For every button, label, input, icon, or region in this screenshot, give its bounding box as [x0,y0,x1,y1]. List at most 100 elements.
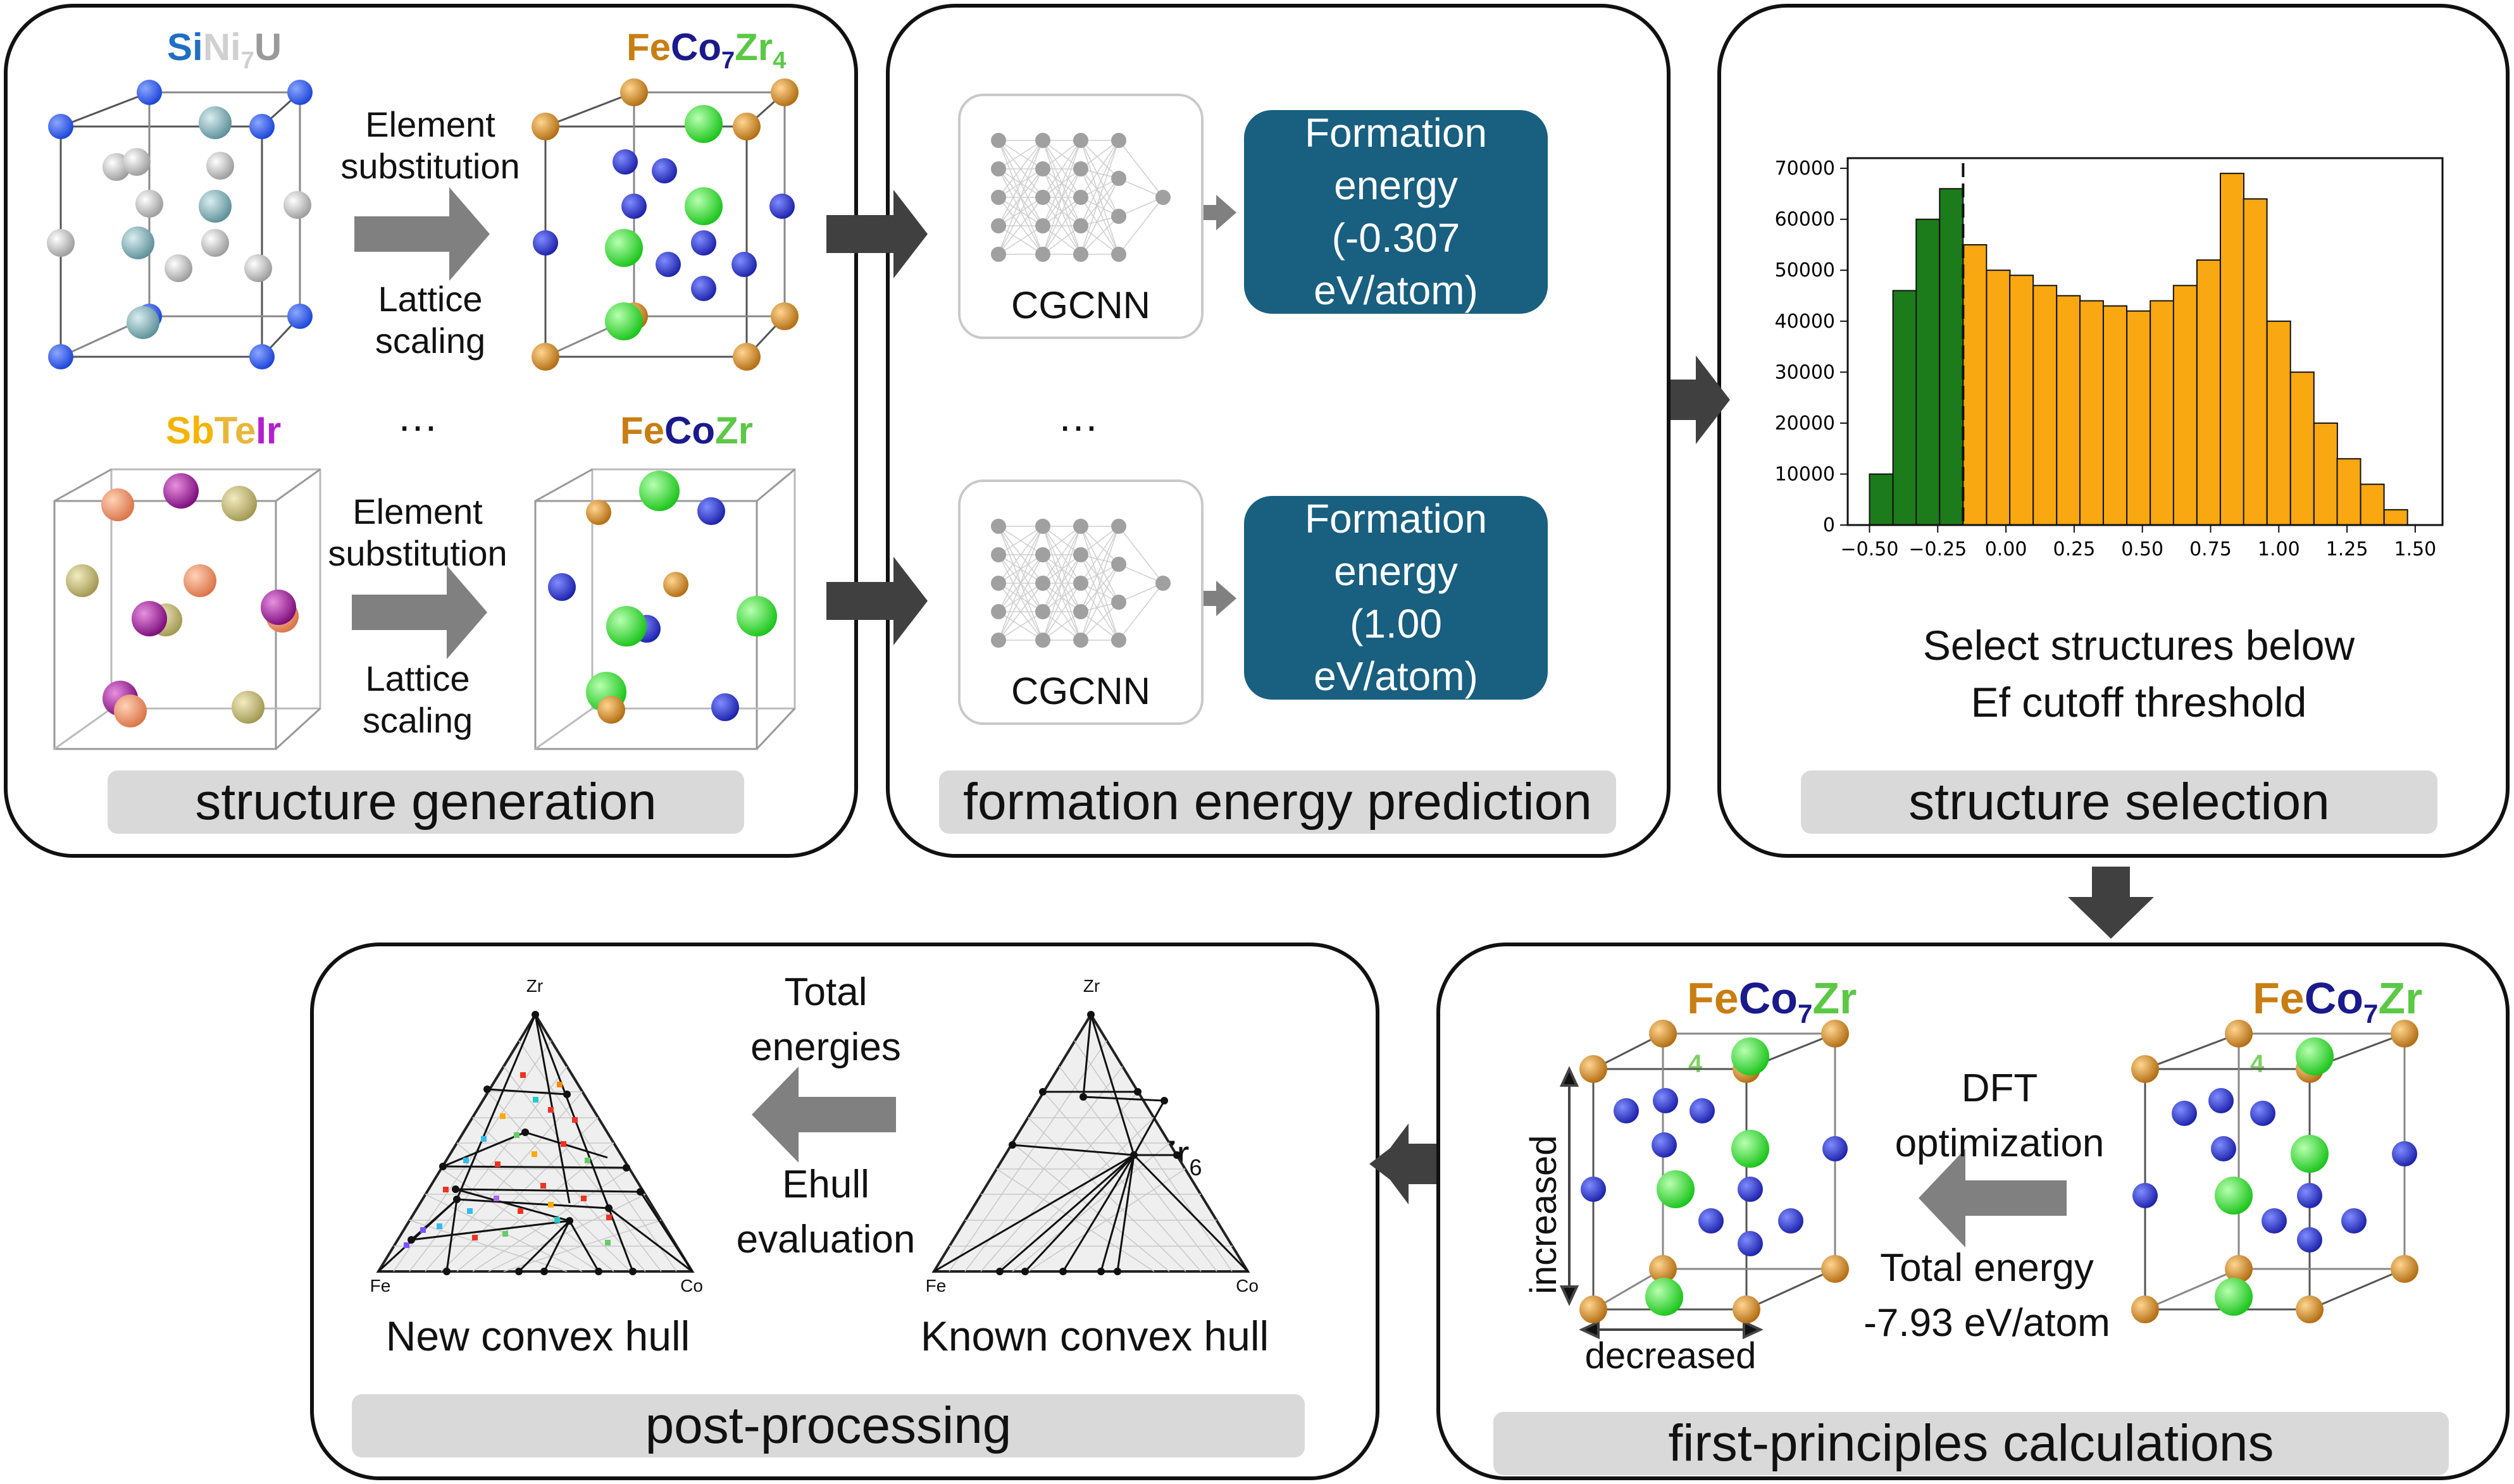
nn-edge [1042,611,1081,641]
nn-edge [998,140,1043,226]
histogram-bar [2032,285,2058,526]
histogram-bar [1986,269,2011,526]
nn-edge [1080,140,1119,179]
nn-node [1035,519,1050,534]
x-tick-label: −0.50 [1841,538,1899,560]
x-tick-label: −0.25 [1908,538,1967,560]
arrow-dft-to-post-shape [1378,1123,1436,1204]
nn-edge [1080,216,1119,255]
nn-edge [1042,140,1081,198]
new-hull-triangle [376,1011,695,1275]
nn-edge [1080,554,1119,603]
stability-points [404,1072,612,1248]
cgcnn-model-top: CGCNN [958,94,1204,339]
histogram-bar [1915,218,1941,526]
nn-edge [1118,583,1164,603]
nn-edge [998,526,1043,555]
nn-edge [1118,583,1164,641]
cgcnn-model-bottom: CGCNN [958,479,1204,725]
histogram-bar [2313,422,2338,526]
histogram-bar [2220,173,2244,526]
nn-node [1073,519,1088,534]
nn-edge [998,583,1043,641]
nn-node [1111,633,1126,648]
x-tick-label: 1.00 [2258,538,2300,560]
arrow-substitution-bottom [352,566,487,659]
stage-label-first-principles: first-principles calculations [1493,1412,2449,1475]
nn-edge [1080,140,1119,226]
nn-edge [1080,526,1119,555]
neural-network-icon [991,519,1171,648]
y-tick-label: 70000 [1775,158,1835,180]
cgcnn-label-top: CGCNN [1011,284,1150,326]
y-tick-label: 40000 [1775,311,1835,333]
nn-node [1073,218,1088,233]
histogram-bar [2103,305,2127,526]
nn-edge [1080,526,1119,584]
formula-feco7zr-after: FeCo7Zr [2253,974,2423,1029]
formula-sbteir: SbTeIr [166,409,282,452]
neural-network-icon [991,133,1171,262]
nn-node [991,576,1006,591]
nn-node [991,133,1006,148]
nn-node [991,547,1006,562]
histogram-bar [2243,198,2268,526]
substitution-label-bottom: Element substitution [328,492,507,574]
formula-feco7zr-before: FeCo7Zr [1687,974,1857,1029]
vertex-label-fe-new: Fe [370,1276,391,1295]
nn-node [1035,247,1050,262]
histogram-bar [2266,320,2291,526]
stage-label-prediction: formation energy prediction [939,770,1616,834]
dft-structures [1559,1020,2418,1340]
stage-label-generation: structure generation [108,770,744,834]
cgcnn-label-bottom: CGCNN [1011,670,1150,712]
nn-edge [998,140,1043,198]
nn-edge [1080,526,1119,612]
selection-caption: Select structures below Ef cutoff thresho… [1922,622,2355,726]
x-tick-label: 0.75 [2189,538,2232,560]
nn-node [1111,133,1126,148]
nn-edge [998,140,1043,170]
histogram-bar [1892,290,1917,526]
nn-node [1073,133,1088,148]
histogram-bar [2336,458,2362,526]
x-tick-label: 1.50 [2394,538,2436,560]
histogram-bar [2009,275,2034,526]
nn-edge [1042,140,1081,255]
histogram-bar [2383,509,2408,526]
scaling-label-top: Lattice scaling [375,279,486,361]
nn-edge [1118,526,1164,584]
nn-node [1073,161,1088,176]
histogram-bar [2126,310,2151,526]
nn-edge [998,611,1043,641]
nn-edge [1042,140,1081,170]
nn-node [1035,604,1050,619]
histogram-bar [1962,244,1988,526]
arrow-gen-to-pred-top [826,190,928,278]
formula-feco7zr4: FeCo7Zr4 [626,26,787,74]
nn-node [1111,171,1126,186]
nn-edge [1042,583,1081,641]
vertex-label-co-new: Co [680,1276,703,1295]
histogram-bar [2079,300,2104,526]
nn-node [1035,161,1050,176]
arrow-nn-to-box-top [1204,195,1236,230]
arrow-total-energies [752,1067,896,1163]
nn-edge [1042,526,1081,584]
y-tick-label: 10000 [1775,463,1835,485]
y-tick-label: 20000 [1775,412,1835,435]
nn-edge [1080,168,1119,255]
nn-node [1111,519,1126,534]
ellipsis-prediction: … [1057,393,1099,440]
arrow-nn-to-box-bottom [1204,581,1236,616]
new-convex-hull-label: New convex hull [385,1313,690,1359]
ehull-evaluation-label: Ehull evaluation [736,1163,916,1261]
nn-edge [1080,168,1119,217]
nn-edge [1080,178,1119,255]
x-tick-label: 0.25 [2053,538,2095,560]
four-label-left: 4 [1688,1050,1703,1078]
nn-edge [1080,178,1119,226]
vertex-label-zr-known: Zr [1083,976,1100,996]
nn-edge [1042,225,1081,255]
vertex-label-zr-new: Zr [526,976,544,996]
